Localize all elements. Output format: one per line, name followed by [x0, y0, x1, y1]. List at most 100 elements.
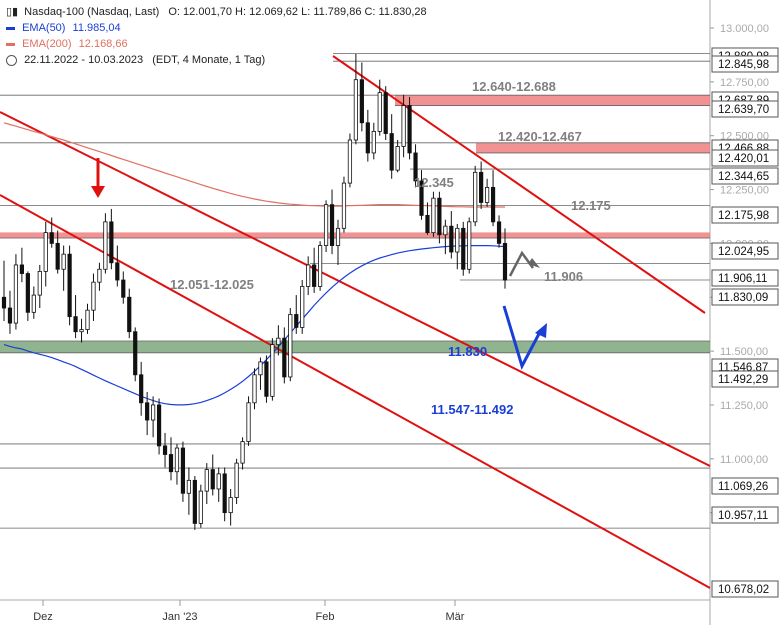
clock-icon: [6, 54, 17, 66]
candle-body: [318, 245, 323, 287]
candle-body: [162, 445, 168, 455]
price-tag-label: 11.492,29: [718, 374, 768, 386]
candle-body: [294, 314, 299, 328]
candle-body: [479, 171, 484, 203]
candle-body: [288, 314, 293, 378]
price-tag: [711, 370, 779, 388]
candle-body: [240, 441, 245, 464]
candle-body: [252, 374, 257, 404]
annotation-label: 11.547-11.492: [431, 402, 513, 417]
candle-body: [335, 227, 341, 246]
candle-body: [359, 79, 364, 124]
x-tick-label: Feb: [316, 611, 335, 623]
candle-body: [496, 221, 502, 244]
candle-body: [133, 331, 138, 376]
range-note: (EDT, 4 Monate, 1 Tag): [152, 54, 266, 66]
x-tick-label: Mär: [446, 611, 465, 623]
resistance-zone: [476, 142, 710, 153]
annotation-label: 12.640-12.688: [472, 79, 556, 94]
arrow-down-head: [91, 186, 105, 198]
annotation-label: 11.906: [544, 269, 583, 284]
candle-body: [186, 479, 191, 494]
candle-body: [490, 186, 496, 223]
annotation-label: 12.175: [571, 198, 611, 213]
candle-body: [25, 273, 30, 313]
ema200-value: 12.168,66: [78, 38, 128, 50]
legend-range: 22.11.2022 - 10.03.2023 (EDT, 4 Monate, …: [6, 54, 265, 66]
candle-body: [204, 469, 209, 492]
candle-body: [103, 221, 108, 270]
candle-body: [443, 225, 448, 236]
series-ema200: [3, 122, 505, 208]
price-tag: [711, 206, 779, 224]
candle-body: [449, 225, 454, 253]
ohlc-readout: O: 12.001,70 H: 12.069,62 L: 11.789,86 C…: [168, 6, 427, 18]
price-tag-label: 12.845,98: [718, 59, 769, 71]
candle-body: [264, 361, 269, 397]
price-tag-label: 12.024,95: [718, 246, 769, 258]
candle-body: [91, 281, 96, 311]
annotation-label: 12.051-12.025: [170, 277, 254, 292]
candle-body: [210, 469, 215, 490]
price-tag: [711, 242, 779, 260]
price-tag-label: 11.906,11: [718, 273, 767, 285]
candle-body: [306, 264, 311, 287]
candle-body: [121, 279, 126, 298]
price-tag: [711, 580, 779, 598]
candle-body: [61, 253, 66, 270]
candle-body: [222, 473, 227, 514]
chart-type-icon[interactable]: ▯▮: [6, 6, 19, 18]
candle-body: [67, 253, 72, 318]
candle-body: [109, 221, 114, 264]
price-tag-label: 12.639,70: [718, 104, 769, 116]
candle-body: [234, 462, 239, 498]
candle-body: [270, 344, 275, 397]
legend-ema200[interactable]: EMA(200) 12.168,66: [6, 38, 128, 50]
price-tag: [711, 100, 779, 118]
scenario-arrow-blue: [502, 305, 543, 370]
annotation-label: 12.345: [414, 175, 454, 190]
candle-body: [473, 171, 478, 223]
candle-body: [180, 447, 186, 494]
candle-body: [97, 268, 102, 283]
ema200-swatch: [6, 42, 15, 46]
candle-body: [401, 105, 406, 147]
price-tag-label: 12.420,01: [718, 153, 769, 165]
candle-body: [353, 79, 358, 141]
candle-body: [49, 232, 54, 244]
price-tag: [711, 167, 779, 185]
candle-body: [455, 227, 460, 253]
candle-body: [37, 271, 42, 296]
candle-body: [300, 286, 305, 328]
candle-body: [73, 316, 78, 333]
candle-body: [228, 497, 233, 514]
price-tag-label: 11.069,26: [718, 481, 768, 493]
candle-body: [174, 447, 180, 473]
scenario-arrow-blue-head: [535, 323, 547, 338]
price-tag-label: 10.678,02: [718, 584, 769, 596]
y-tick-label: 11.000,00: [720, 454, 768, 466]
candle-body: [192, 479, 197, 524]
legend-ema50[interactable]: EMA(50) 11.985,04: [6, 22, 121, 34]
candle-body: [329, 204, 335, 246]
candle-body: [145, 402, 150, 421]
candle-body: [383, 92, 388, 134]
trend-line-upper-channel: [0, 111, 711, 467]
candle-body: [156, 404, 162, 447]
candle-body: [151, 404, 156, 421]
candle-body: [216, 473, 221, 490]
candle-body: [389, 133, 394, 171]
candle-body: [19, 264, 24, 274]
y-tick-label: 11.250,00: [720, 400, 768, 412]
y-tick-label: 13.000,00: [720, 23, 769, 35]
chart-title: Nasdaq-100 (Nasdaq, Last): [24, 6, 160, 18]
x-tick-label: Dez: [33, 611, 53, 623]
price-tag: [711, 288, 779, 306]
candle-body: [198, 490, 203, 524]
candle-body: [168, 454, 174, 473]
candle-body: [13, 264, 19, 324]
y-tick-label: 12.250,00: [720, 185, 769, 197]
candle-body: [276, 337, 281, 346]
candle-body: [258, 361, 263, 376]
